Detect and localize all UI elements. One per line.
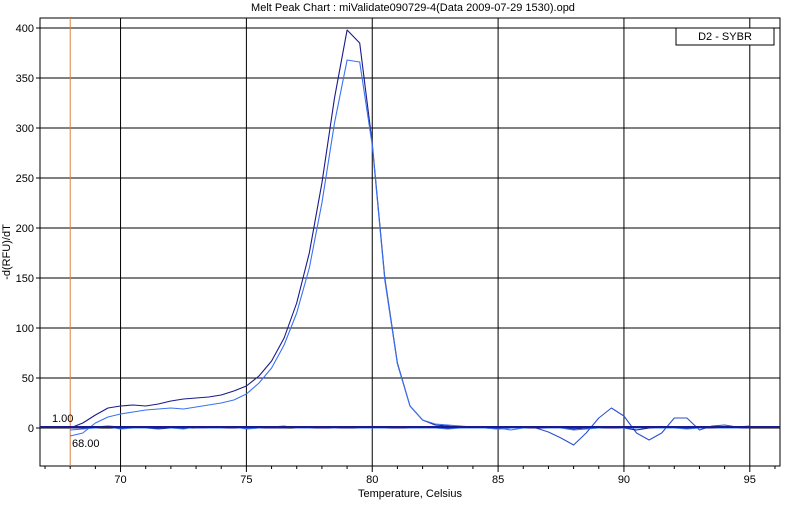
plot-frame [39, 17, 781, 467]
y-tick-label: 100 [16, 323, 34, 335]
x-tick-label: 90 [618, 474, 630, 486]
x-tick-label: 80 [366, 474, 378, 486]
x-tick-label: 75 [240, 474, 252, 486]
y-axis-ticks: 0 50 100 150 200 250 300 350 400 [16, 23, 40, 435]
y-tick-label: 350 [16, 73, 34, 85]
x-axis-ticks: 70 75 80 85 90 95 [44, 466, 776, 486]
legend: D2 - SYBR [675, 27, 775, 46]
legend-box [675, 27, 775, 46]
y-tick-label: 400 [16, 23, 34, 35]
x-tick-label: 70 [114, 474, 126, 486]
threshold-label: 1.00 [52, 413, 73, 425]
y-tick-label: 150 [16, 273, 34, 285]
legend-entry-label: D2 - SYBR [698, 31, 752, 43]
x-tick-label: 95 [744, 474, 756, 486]
y-tick-label: 50 [22, 373, 34, 385]
y-tick-label: 200 [16, 223, 34, 235]
y-tick-label: 0 [28, 423, 34, 435]
series-line-1 [69, 29, 750, 429]
temperature-marker-label: 68.00 [72, 438, 100, 450]
chart-title: Melt Peak Chart : miValidate090729-4(Dat… [251, 2, 575, 14]
y-axis-label: -d(RFU)/dT [1, 224, 13, 280]
y-tick-label: 300 [16, 123, 34, 135]
x-axis-label: Temperature, Celsius [358, 488, 462, 500]
y-tick-label: 250 [16, 173, 34, 185]
series-line-2 [70, 59, 750, 437]
x-tick-label: 85 [492, 474, 504, 486]
series-layer [69, 29, 750, 446]
grid [40, 18, 780, 466]
